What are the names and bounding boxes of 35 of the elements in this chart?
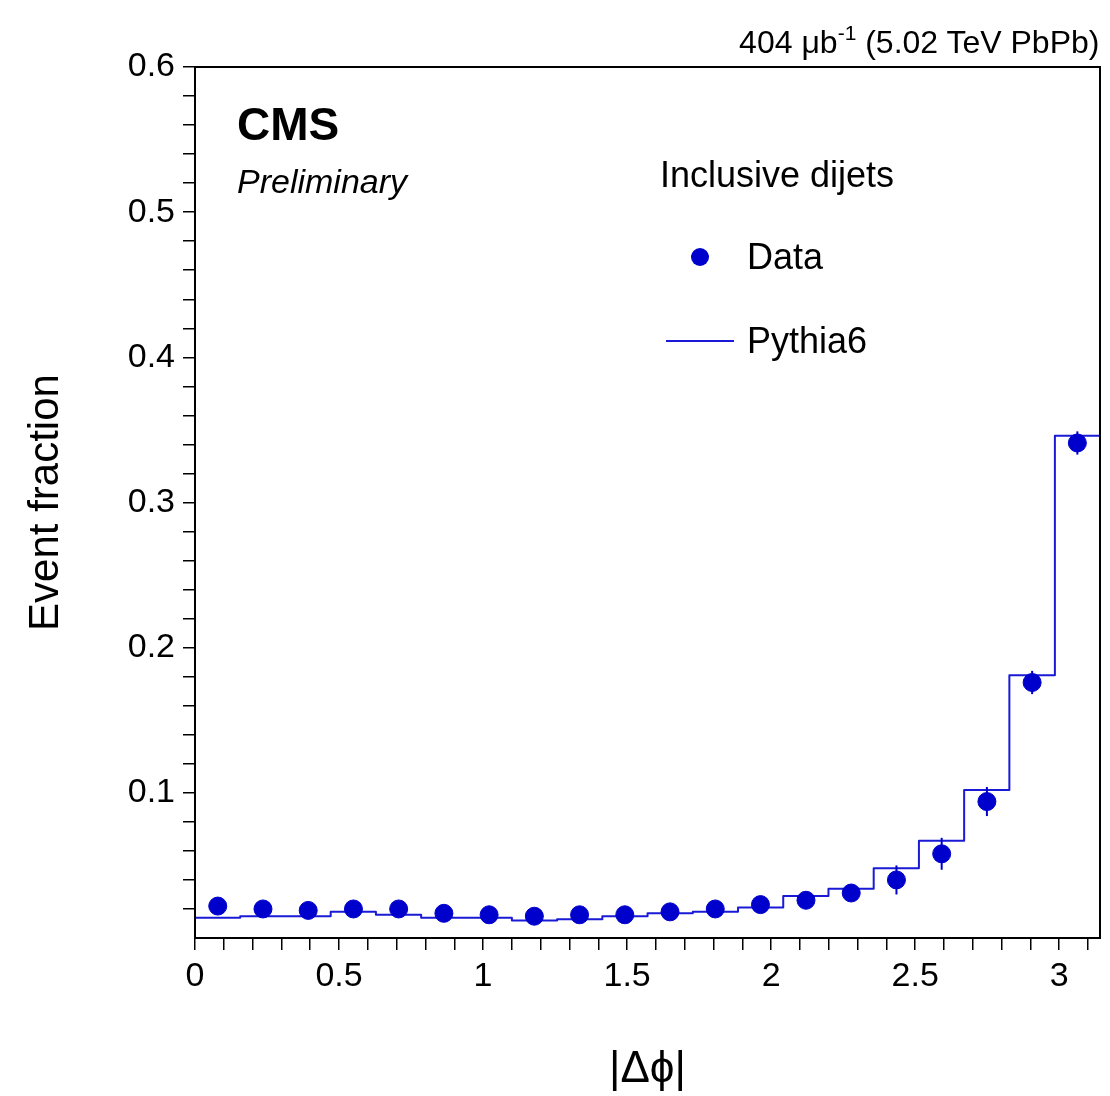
point xyxy=(389,899,409,919)
point xyxy=(615,905,635,925)
annotation: Preliminary xyxy=(237,162,410,200)
legend-title: Inclusive dijets xyxy=(660,154,895,195)
y-tick-label: 0.4 xyxy=(127,335,175,374)
y-tick-label: 0.5 xyxy=(127,190,175,229)
point xyxy=(796,890,816,910)
x-tick-label: 0.5 xyxy=(315,954,363,993)
y-axis-title: Event fraction xyxy=(20,374,67,631)
point xyxy=(660,902,680,922)
point xyxy=(479,905,499,925)
y-tick-label: 0.6 xyxy=(127,45,175,84)
x-tick-label: 1 xyxy=(473,954,493,993)
point xyxy=(524,906,544,926)
point xyxy=(434,903,454,923)
x-tick-label: 2.5 xyxy=(891,954,939,993)
legend-label: Data xyxy=(747,236,825,277)
point xyxy=(841,883,861,903)
x-tick-label: 3 xyxy=(1049,954,1069,993)
annotation: CMS xyxy=(237,98,340,150)
y-tick-label: 0.1 xyxy=(127,771,175,810)
point xyxy=(298,900,318,920)
point xyxy=(343,899,363,919)
x-axis-title: |Δϕ| xyxy=(609,1042,686,1091)
point xyxy=(705,899,725,919)
point xyxy=(570,905,590,925)
legend-label: Pythia6 xyxy=(747,320,868,361)
x-tick-label: 0 xyxy=(185,954,205,993)
point xyxy=(253,899,273,919)
y-tick-label: 0.2 xyxy=(127,626,175,665)
point xyxy=(750,895,770,915)
point xyxy=(208,896,228,916)
x-tick-label: 2 xyxy=(761,954,781,993)
x-tick-label: 1.5 xyxy=(603,954,651,993)
y-tick-label: 0.3 xyxy=(127,480,175,519)
